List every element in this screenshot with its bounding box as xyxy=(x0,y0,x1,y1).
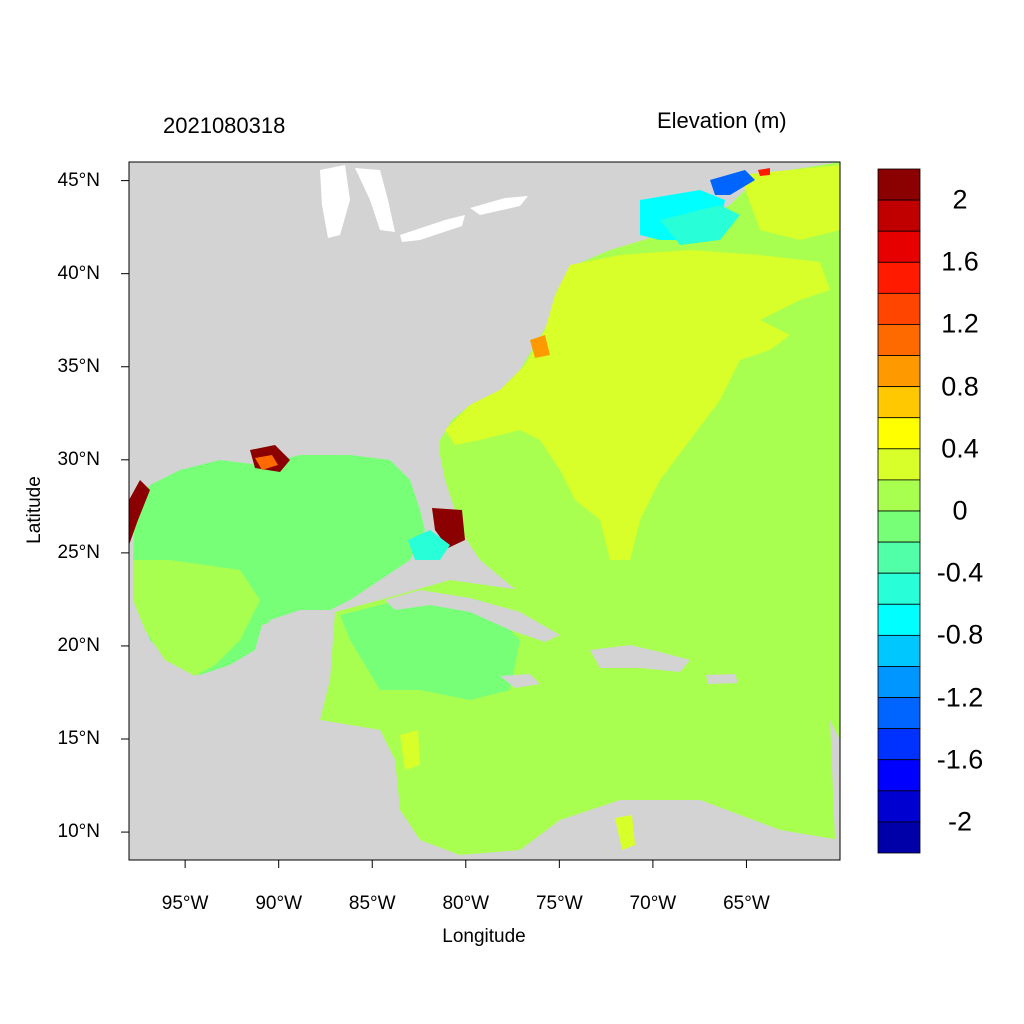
y-tick-marks xyxy=(121,180,129,833)
colorbar-swatch xyxy=(877,199,921,232)
lake-michigan xyxy=(320,165,350,238)
y-tick-label: 20°N xyxy=(57,634,100,656)
colorbar-swatch xyxy=(877,230,921,263)
y-tick-label: 35°N xyxy=(57,355,100,377)
colorbar-label: 0.4 xyxy=(941,433,979,464)
x-tick-label: 70°W xyxy=(629,893,677,914)
colorbar-label: 0 xyxy=(952,495,968,526)
colorbar-label: 1.2 xyxy=(941,308,979,339)
louisiana-surge-core xyxy=(255,455,278,470)
x-tick-marks xyxy=(184,860,747,868)
x-axis-label: Longitude xyxy=(442,926,526,947)
colorbar-label: -1.2 xyxy=(936,682,984,713)
colorbar-label: 0.8 xyxy=(941,371,979,402)
y-tick-label: 45°N xyxy=(57,169,100,191)
florida-bay xyxy=(408,530,450,560)
lake-ontario xyxy=(470,196,528,215)
colorbar-swatch xyxy=(877,261,921,294)
colorbar-swatch xyxy=(877,821,921,854)
colorbar-swatch xyxy=(877,572,921,605)
colorbar-label: -1.6 xyxy=(936,744,984,775)
pamlico-sound xyxy=(530,335,550,358)
puerto-rico xyxy=(706,674,738,684)
y-tick-label: 25°N xyxy=(57,541,100,563)
colorbar-swatch xyxy=(877,355,921,388)
florida-everglades xyxy=(432,508,465,548)
y-tick-label: 40°N xyxy=(57,262,100,284)
yucatan xyxy=(200,612,335,720)
lake-maracaibo xyxy=(615,815,635,850)
colorbar-swatch xyxy=(877,759,921,792)
y-axis-label: Latitude xyxy=(24,476,45,544)
atlantic-high xyxy=(445,250,830,560)
y-tick-label: 10°N xyxy=(57,821,100,843)
colorbar-swatch xyxy=(877,448,921,481)
hispaniola xyxy=(590,645,690,672)
x-tick-label: 90°W xyxy=(255,893,303,914)
gulf-maine-edge xyxy=(660,205,740,245)
colorbar-swatch xyxy=(877,541,921,574)
lake-huron xyxy=(355,168,395,232)
cayman-basin xyxy=(340,600,520,700)
colorbar-swatch xyxy=(877,417,921,450)
lake-erie xyxy=(400,215,465,242)
colorbar-swatch xyxy=(877,728,921,761)
colorbar-swatch xyxy=(877,634,921,667)
colorbar-swatch xyxy=(877,790,921,823)
x-tick-label: 75°W xyxy=(535,893,583,914)
y-tick-label: 15°N xyxy=(57,728,100,749)
colorbar-swatch xyxy=(877,386,921,419)
map-field xyxy=(129,162,840,860)
colorbar-label: -0.8 xyxy=(936,619,984,650)
nova-scotia-surge xyxy=(758,168,770,176)
texas-coast xyxy=(129,480,150,545)
colorbar-swatch xyxy=(877,603,921,636)
x-tick-label: 85°W xyxy=(348,893,396,914)
central-america xyxy=(129,715,440,860)
colorbar-label: 2 xyxy=(952,184,968,215)
map-frame xyxy=(128,161,841,861)
colorbar-swatch xyxy=(877,168,921,201)
bay-of-fundy xyxy=(710,170,755,195)
y-tick-label: 30°N xyxy=(57,448,100,470)
western-gulf xyxy=(133,560,260,676)
south-america xyxy=(460,800,840,860)
nicaragua-coast xyxy=(400,730,420,770)
jamaica xyxy=(500,674,540,688)
colorbar xyxy=(877,168,921,854)
cuba xyxy=(385,590,560,642)
variable-title: Elevation (m) xyxy=(657,108,787,133)
colorbar-swatch xyxy=(877,479,921,512)
colorbar-label: -0.4 xyxy=(936,557,984,588)
colorbar-swatch xyxy=(877,697,921,730)
colorbar-label: -2 xyxy=(947,806,973,837)
colorbar-label: 1.6 xyxy=(941,246,979,277)
colorbar-swatch xyxy=(877,324,921,356)
x-tick-label: 95°W xyxy=(161,893,209,914)
colorbar-swatch xyxy=(877,510,921,543)
timestamp-title: 2021080318 xyxy=(163,113,286,138)
colorbar-swatch xyxy=(877,292,921,325)
x-tick-label: 80°W xyxy=(442,893,490,914)
colorbar-swatch xyxy=(877,666,921,698)
north-atlantic-high xyxy=(740,165,840,240)
x-tick-label: 65°W xyxy=(723,893,770,914)
